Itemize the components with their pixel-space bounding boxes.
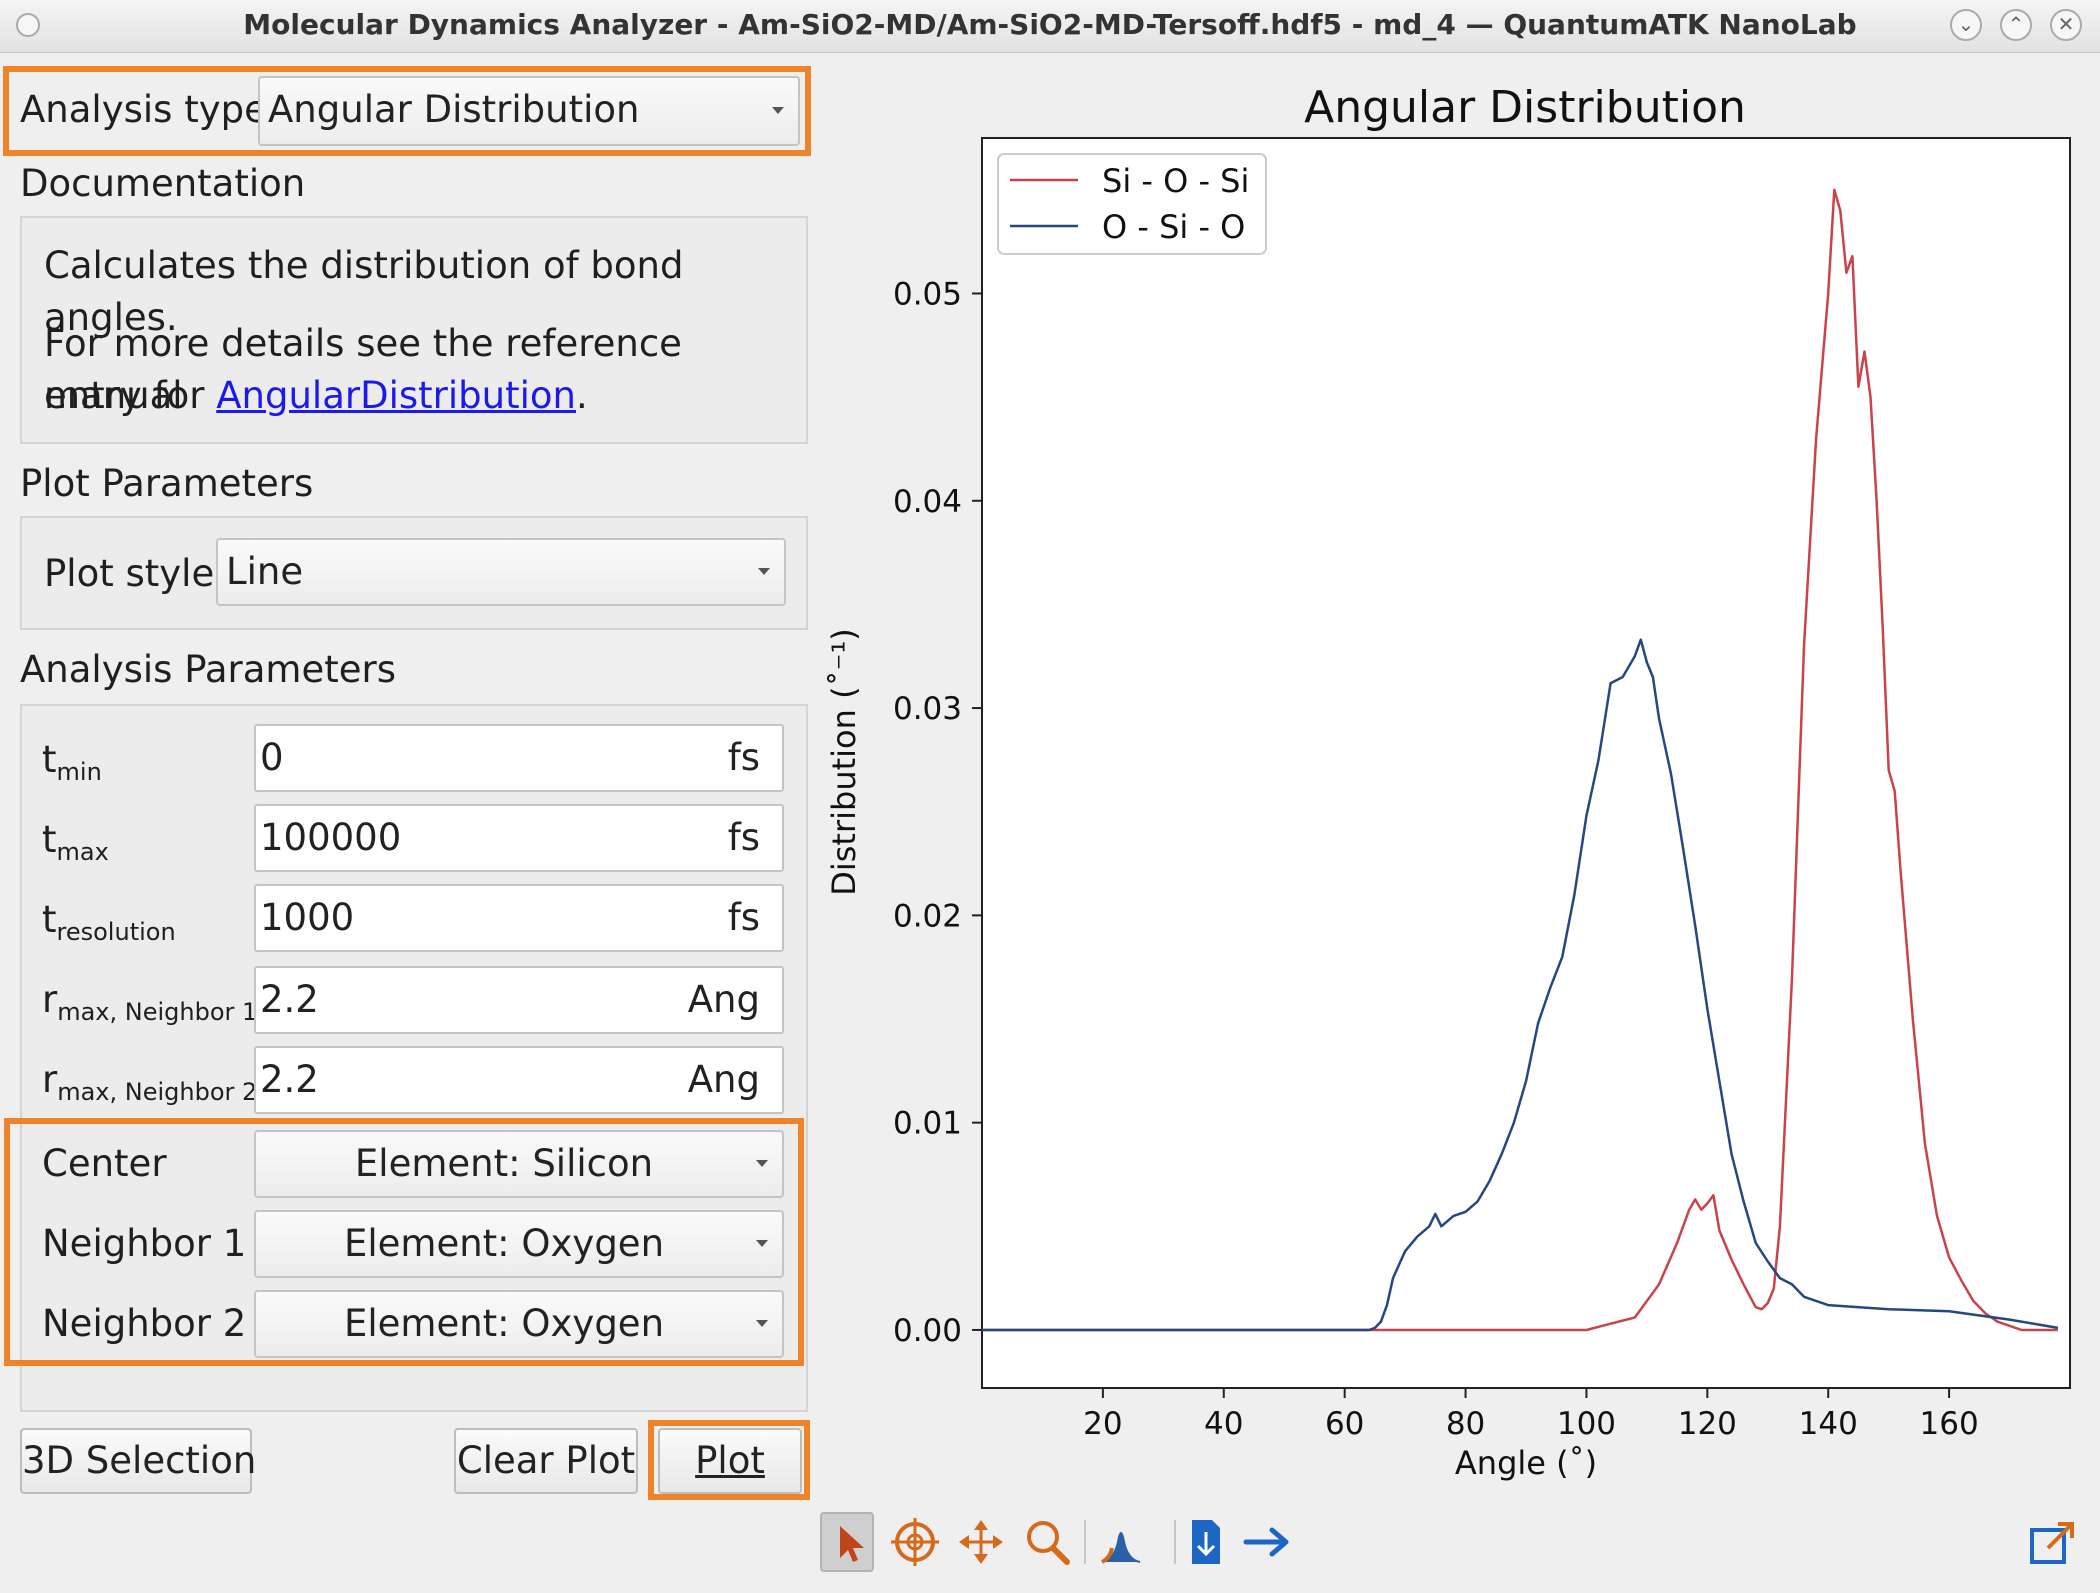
close-icon[interactable]: ✕	[2050, 9, 2082, 41]
neighbor1-label: Neighbor 1	[42, 1222, 247, 1265]
y-tick-label: 0.05	[893, 276, 962, 312]
pointer-icon[interactable]	[820, 1512, 874, 1572]
y-tick-label: 0.03	[893, 691, 962, 727]
documentation-box: Calculates the distribution of bond angl…	[20, 216, 808, 444]
y-tick-label: 0.01	[893, 1106, 962, 1142]
toolbar-divider	[1174, 1520, 1176, 1564]
neighbor2-select[interactable]: Element: Oxygen	[254, 1290, 784, 1358]
neighbor2-label: Neighbor 2	[42, 1302, 247, 1345]
minimize-icon[interactable]: ⌄	[1950, 9, 1982, 41]
rmax-neighbor1-label: rmax, Neighbor 1	[42, 978, 258, 1026]
x-tick-label: 140	[1799, 1406, 1858, 1442]
plot-area	[981, 137, 2071, 1389]
plot-parameters-box: Plot style Line	[20, 516, 808, 630]
x-axis-label: Angle (˚)	[1455, 1444, 1597, 1482]
legend-label-1: Si - O - Si	[1102, 162, 1249, 200]
plot-style-select[interactable]: Line	[216, 538, 786, 606]
legend-label-2: O - Si - O	[1102, 208, 1245, 246]
x-tick-label: 100	[1557, 1406, 1616, 1442]
analysis-type-select[interactable]: Angular Distribution	[258, 76, 800, 146]
popout-icon[interactable]	[2026, 1512, 2080, 1572]
maximize-icon[interactable]: ⌃	[2000, 9, 2032, 41]
chevron-down-icon	[758, 568, 770, 575]
arrow-right-icon[interactable]	[1240, 1512, 1294, 1572]
highlight-element-selection	[4, 1118, 804, 1366]
tmin-input[interactable]: 0 fs	[254, 724, 784, 792]
chevron-down-icon	[772, 107, 784, 114]
x-tick-label: 40	[1204, 1406, 1243, 1442]
tmin-label: tmin	[42, 738, 102, 786]
window-menu-icon[interactable]	[16, 13, 40, 37]
analysis-type-label: Analysis type	[20, 88, 267, 131]
chevron-down-icon	[756, 1160, 768, 1167]
highlight-plot-button	[648, 1420, 810, 1500]
series-line-1	[982, 188, 2058, 1332]
neighbor1-select[interactable]: Element: Oxygen	[254, 1210, 784, 1278]
rmax-neighbor2-input[interactable]: 2.2 Ang	[254, 1046, 784, 1114]
window-title: Molecular Dynamics Analyzer - Am-SiO2-MD…	[243, 8, 1857, 41]
analysis-parameters-header: Analysis Parameters	[20, 648, 396, 691]
pan-icon[interactable]	[954, 1512, 1008, 1572]
angular-distribution-link[interactable]: AngularDistribution	[216, 374, 576, 417]
chevron-down-icon	[756, 1320, 768, 1327]
y-tick-label: 0.00	[893, 1313, 962, 1349]
highlight-analysis-type	[3, 66, 811, 156]
y-axis-label: Distribution (˚⁻¹)	[825, 628, 863, 896]
x-tick-label: 20	[1083, 1406, 1122, 1442]
y-tick-label: 0.02	[893, 898, 962, 934]
title-bar: Molecular Dynamics Analyzer - Am-SiO2-MD…	[0, 0, 2100, 53]
y-tick-label: 0.04	[893, 484, 962, 520]
x-tick-label: 80	[1446, 1406, 1485, 1442]
toolbar-divider	[1084, 1520, 1086, 1564]
x-tick-label: 160	[1920, 1406, 1979, 1442]
plot-parameters-header: Plot Parameters	[20, 462, 314, 505]
x-tick-label: 120	[1678, 1406, 1737, 1442]
chart-title: Angular Distribution	[1304, 82, 1746, 133]
plot-style-value: Line	[226, 550, 304, 593]
documentation-text-2: For more details see the reference manua…	[44, 322, 682, 417]
rmax-neighbor1-input[interactable]: 2.2 Ang	[254, 966, 784, 1034]
angular-distribution-chart[interactable]: Angular Distribution 20 40 60 80 100 120 140 16…	[810, 60, 2100, 1490]
save-icon[interactable]	[1178, 1512, 1232, 1572]
x-tick-label: 60	[1325, 1406, 1364, 1442]
peak-icon[interactable]	[1094, 1512, 1148, 1572]
documentation-header: Documentation	[20, 162, 306, 205]
chevron-down-icon	[756, 1240, 768, 1247]
center-label: Center	[42, 1142, 167, 1185]
tresolution-input[interactable]: 1000 fs	[254, 884, 784, 952]
tmax-input[interactable]: 100000 fs	[254, 804, 784, 872]
plot-style-label: Plot style	[44, 552, 215, 595]
target-icon[interactable]	[888, 1512, 942, 1572]
plot-button[interactable]: Plot	[658, 1428, 802, 1494]
tmax-label: tmax	[42, 818, 109, 866]
series-line-2	[982, 638, 2059, 1332]
chart-legend: Si - O - Si O - Si - O	[997, 153, 1267, 255]
documentation-text-1: Calculates the distribution of bond angl…	[44, 244, 684, 339]
center-select[interactable]: Element: Silicon	[254, 1130, 784, 1198]
documentation-text-3: entry for AngularDistribution.	[44, 374, 588, 417]
clear-plot-button[interactable]: Clear Plot	[454, 1428, 638, 1494]
zoom-icon[interactable]	[1020, 1512, 1074, 1572]
tresolution-label: tresolution	[42, 898, 176, 946]
analysis-type-value: Angular Distribution	[268, 88, 640, 131]
rmax-neighbor2-label: rmax, Neighbor 2	[42, 1058, 258, 1106]
3d-selection-button[interactable]: 3D Selection	[20, 1428, 256, 1494]
